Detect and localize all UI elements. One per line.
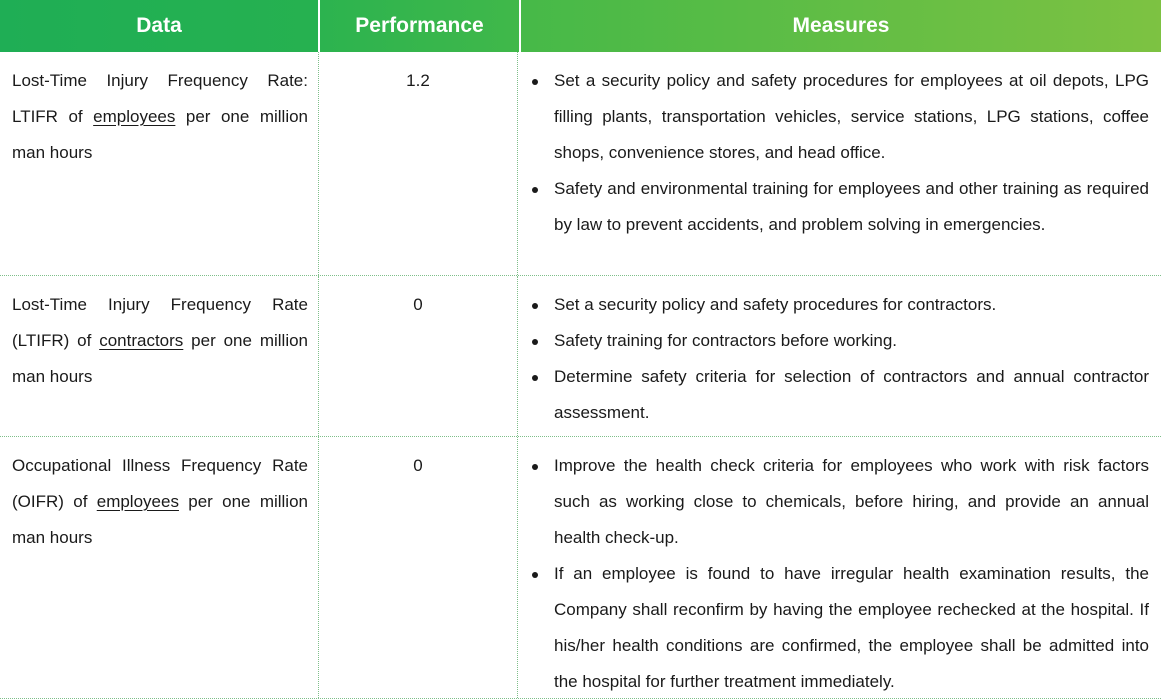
data-text: per one million man hours (12, 107, 308, 162)
header-data: Data (0, 0, 318, 52)
header-measures: Measures (521, 0, 1161, 52)
table-row: Occupational Illness Frequency Rate (OIF… (0, 437, 1161, 699)
measure-item: Safety and environmental training for em… (528, 171, 1149, 243)
measures-list: Set a security policy and safety procedu… (528, 287, 1149, 431)
data-text: per one million man hours (12, 331, 308, 386)
data-text: Lost-Time Injury Frequency Rate (LTIFR) … (12, 295, 308, 350)
data-underlined-text: employees (93, 107, 176, 126)
measures-cell: Set a security policy and safety procedu… (518, 276, 1161, 436)
performance-cell: 0 (319, 437, 518, 698)
measures-cell: Improve the health check criteria for em… (518, 437, 1161, 698)
measures-list: Improve the health check criteria for em… (528, 448, 1149, 700)
table-row: Lost-Time Injury Frequency Rate (LTIFR) … (0, 276, 1161, 437)
measure-item: Set a security policy and safety procedu… (528, 287, 1149, 323)
data-cell: Occupational Illness Frequency Rate (OIF… (0, 437, 319, 698)
measure-item: Set a security policy and safety procedu… (528, 63, 1149, 171)
data-text: Occupational Illness Frequency Rate (OIF… (12, 456, 308, 511)
data-cell: Lost-Time Injury Frequency Rate (LTIFR) … (0, 276, 319, 436)
measures-list: Set a security policy and safety procedu… (528, 63, 1149, 243)
data-text: per one million man hours (12, 492, 308, 547)
performance-cell: 0 (319, 276, 518, 436)
data-text: Lost-Time Injury Frequency Rate: LTIFR o… (12, 71, 308, 126)
measures-cell: Set a security policy and safety procedu… (518, 52, 1161, 275)
data-cell: Lost-Time Injury Frequency Rate: LTIFR o… (0, 52, 319, 275)
performance-cell: 1.2 (319, 52, 518, 275)
header-performance: Performance (320, 0, 519, 52)
measure-item: Safety training for contractors before w… (528, 323, 1149, 359)
measure-item: If an employee is found to have irregula… (528, 556, 1149, 700)
measure-item: Improve the health check criteria for em… (528, 448, 1149, 556)
data-underlined-text: employees (96, 492, 179, 511)
table-row: Lost-Time Injury Frequency Rate: LTIFR o… (0, 52, 1161, 276)
measure-item: Determine safety criteria for selection … (528, 359, 1149, 431)
data-underlined-text: contractors (99, 331, 184, 350)
table-header: Data Performance Measures (0, 0, 1161, 52)
